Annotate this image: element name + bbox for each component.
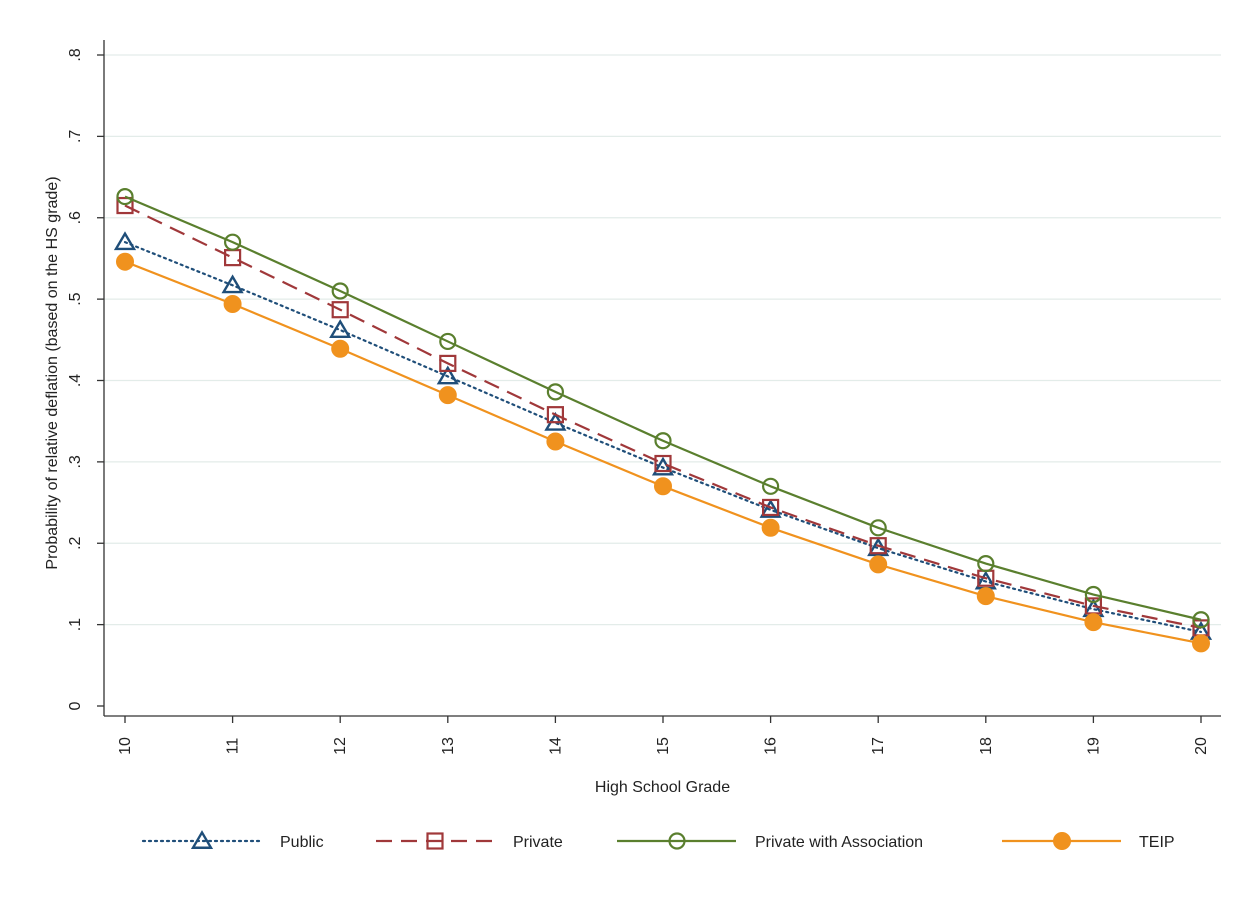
y-tick-label: .3 bbox=[67, 455, 84, 468]
legend-marker bbox=[426, 832, 444, 850]
legend-item-0: Public bbox=[141, 830, 324, 851]
x-tick-label: 15 bbox=[655, 737, 672, 755]
legend-label: Private with Association bbox=[755, 834, 923, 851]
data-point bbox=[439, 354, 457, 373]
data-point bbox=[439, 332, 457, 351]
data-point bbox=[1084, 585, 1103, 604]
data-point bbox=[438, 386, 457, 405]
series-line bbox=[124, 204, 1202, 629]
data-point bbox=[654, 477, 672, 496]
legend-marker bbox=[1053, 832, 1071, 850]
x-tick-label: 20 bbox=[1193, 737, 1210, 755]
y-tick-label: .2 bbox=[67, 536, 84, 549]
series-3 bbox=[116, 252, 1210, 653]
y-tick-label: .7 bbox=[67, 130, 84, 143]
x-axis-title: High School Grade bbox=[595, 779, 730, 796]
x-tick-label: 11 bbox=[225, 738, 242, 755]
legend-label: TEIP bbox=[1139, 834, 1175, 851]
data-point bbox=[116, 252, 134, 271]
series-2 bbox=[116, 187, 1210, 629]
y-tick-label: .4 bbox=[67, 374, 84, 387]
data-point bbox=[1192, 634, 1210, 653]
x-tick-label: 10 bbox=[117, 737, 134, 755]
data-point bbox=[546, 406, 565, 424]
series-line bbox=[124, 195, 1202, 621]
series-1 bbox=[116, 196, 1210, 637]
legend-item-2: Private with Association bbox=[617, 832, 923, 851]
data-point bbox=[116, 187, 134, 206]
x-tick-label: 13 bbox=[440, 737, 457, 755]
data-point bbox=[113, 231, 137, 251]
legend-item-1: Private bbox=[376, 832, 563, 851]
x-tick-label: 18 bbox=[978, 737, 995, 755]
legend-item-3: TEIP bbox=[1002, 832, 1175, 851]
y-tick-label: 0 bbox=[67, 701, 84, 710]
data-point bbox=[976, 587, 995, 606]
data-point bbox=[759, 498, 782, 518]
data-point bbox=[869, 519, 887, 537]
data-point bbox=[331, 339, 350, 358]
series-line bbox=[124, 260, 1202, 645]
data-point bbox=[221, 274, 244, 294]
x-tick-label: 19 bbox=[1085, 737, 1102, 755]
x-tick-label: 14 bbox=[547, 737, 564, 755]
data-point bbox=[654, 454, 672, 473]
data-point bbox=[977, 554, 995, 573]
series-0 bbox=[113, 231, 1213, 640]
data-point bbox=[761, 498, 780, 517]
y-tick-label: .1 bbox=[67, 618, 84, 631]
data-point bbox=[546, 383, 565, 401]
y-tick-label: .6 bbox=[67, 211, 84, 224]
data-point bbox=[436, 365, 459, 385]
series-line bbox=[123, 241, 1203, 634]
data-point bbox=[224, 233, 242, 251]
series-group bbox=[113, 187, 1213, 653]
x-tick-label: 12 bbox=[332, 737, 349, 755]
data-point bbox=[116, 196, 134, 215]
x-tick-label: 16 bbox=[763, 737, 780, 755]
legend: Public Private Private with Association TEI… bbox=[141, 830, 1175, 851]
legend-marker bbox=[668, 832, 686, 850]
data-point bbox=[331, 301, 349, 319]
data-point bbox=[651, 456, 675, 476]
y-tick-label: .8 bbox=[67, 48, 84, 61]
data-point bbox=[223, 295, 242, 314]
legend-label: Public bbox=[280, 834, 324, 851]
data-point bbox=[869, 555, 888, 574]
data-point bbox=[1192, 611, 1210, 629]
y-axis-title: Probability of relative deflation (based… bbox=[44, 176, 61, 569]
x-tick-label: 17 bbox=[870, 737, 887, 755]
gridlines bbox=[104, 54, 1221, 626]
data-point bbox=[224, 249, 242, 267]
legend-marker bbox=[190, 830, 214, 849]
y-tick-label: .5 bbox=[67, 292, 84, 305]
data-point bbox=[761, 518, 780, 537]
data-point bbox=[869, 537, 887, 555]
data-point bbox=[546, 432, 565, 451]
data-point bbox=[329, 319, 352, 338]
legend-label: Private bbox=[513, 834, 563, 851]
data-point bbox=[761, 477, 780, 495]
data-point bbox=[654, 432, 672, 450]
data-point bbox=[331, 282, 349, 300]
axes: 0 .1 .2 .3 .4 .5 .6 .7 .8 10 11 12 13 14 15 16 17 18 19 20 H… bbox=[44, 40, 1221, 796]
data-point bbox=[1084, 613, 1103, 632]
